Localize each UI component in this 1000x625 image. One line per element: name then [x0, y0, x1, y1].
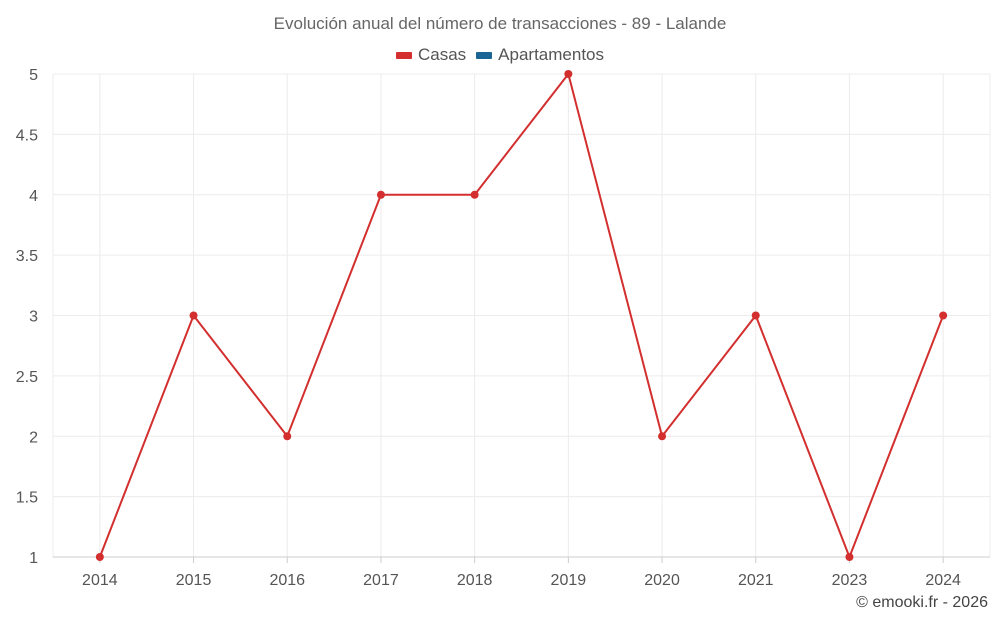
y-tick-label: 5 [29, 67, 38, 84]
data-point-casas [751, 311, 760, 320]
y-tick-label: 4 [29, 188, 38, 205]
x-tick-label: 2015 [176, 572, 212, 589]
data-point-casas [939, 311, 948, 320]
legend: Casas Apartamentos [0, 45, 1000, 65]
data-point-casas [189, 311, 198, 320]
data-point-casas [470, 190, 479, 199]
y-tick-label: 2.5 [16, 369, 38, 386]
data-point-casas [564, 70, 573, 78]
legend-label-casas: Casas [417, 45, 467, 64]
legend-swatch-apartamentos [476, 51, 493, 59]
data-point-casas [845, 553, 854, 561]
legend-label-apartamentos: Apartamentos [498, 45, 605, 64]
data-point-casas [283, 432, 292, 441]
y-tick-label: 1 [29, 550, 38, 567]
series-line-casas [98, 73, 945, 558]
x-tick-label: 2023 [832, 572, 868, 589]
x-tick-label: 2014 [82, 572, 118, 589]
y-tick-label: 4.5 [16, 127, 38, 144]
data-point-casas [376, 190, 385, 199]
y-tick-label: 1.5 [16, 490, 38, 507]
y-tick-label: 2 [29, 429, 38, 446]
legend-swatch-casas [395, 51, 412, 59]
x-tick-label: 2021 [738, 572, 774, 589]
y-tick-label: 3 [29, 309, 38, 326]
credit-text: © emooki.fr - 2026 [856, 594, 988, 611]
y-tick-label: 3.5 [16, 248, 38, 265]
x-tick-label: 2024 [925, 572, 961, 589]
chart-title: Evolución anual del número de transaccio… [273, 14, 727, 33]
x-tick-label: 2018 [457, 572, 493, 589]
data-point-casas [95, 553, 104, 561]
legend-item-apartamentos[interactable]: Apartamentos [476, 45, 604, 65]
x-tick-label: 2020 [644, 572, 680, 589]
data-point-casas [658, 432, 667, 441]
x-tick-label: 2017 [363, 572, 399, 589]
x-tick-label: 2019 [551, 572, 587, 589]
legend-item-casas[interactable]: Casas [395, 45, 467, 65]
x-tick-label: 2016 [269, 572, 305, 589]
